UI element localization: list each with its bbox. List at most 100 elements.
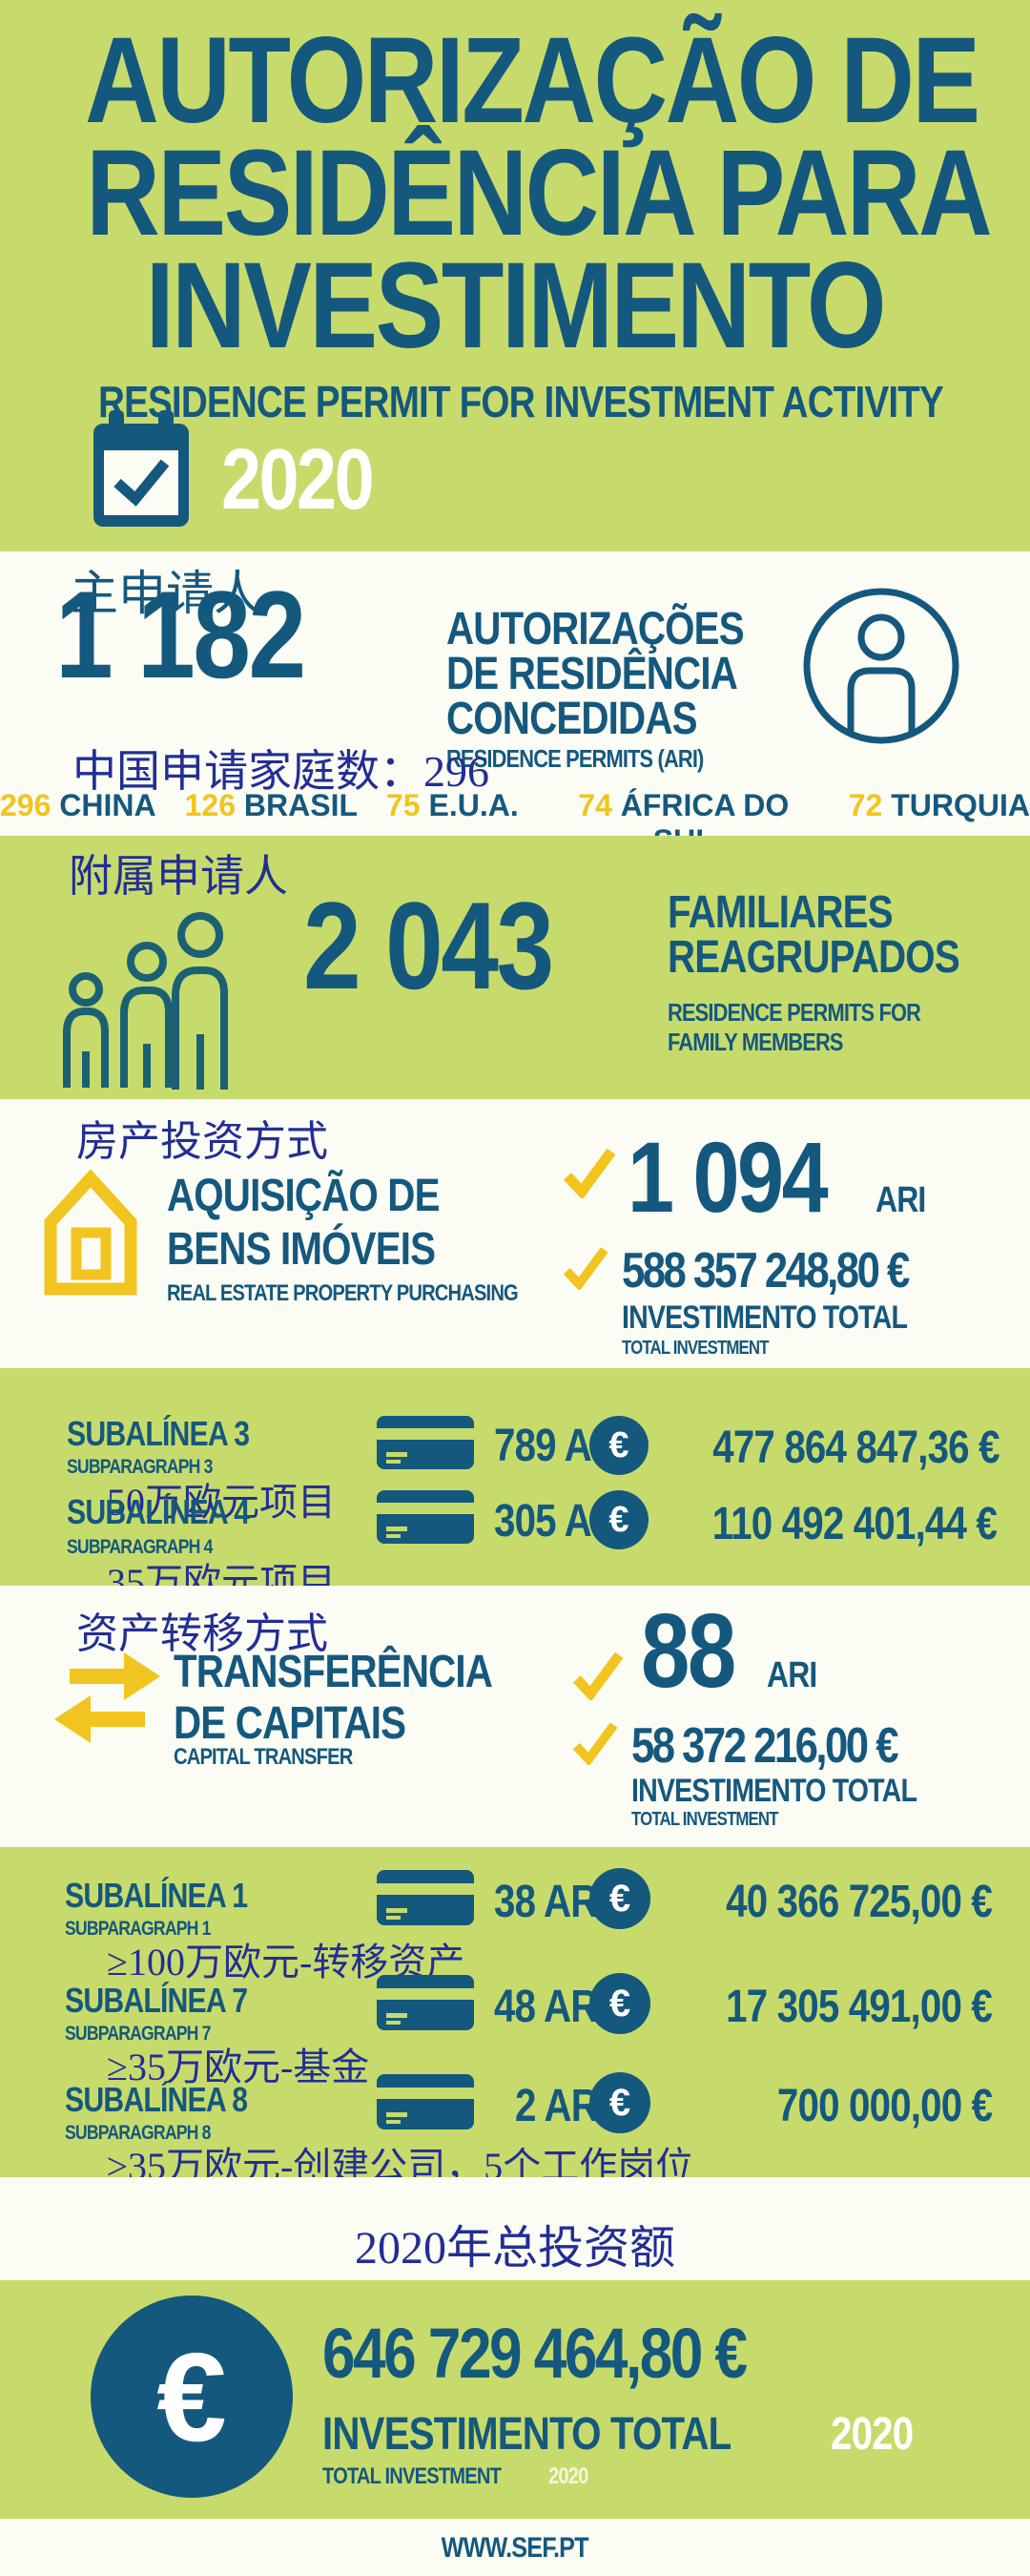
row-subname: SUBPARAGRAPH 3 (67, 1456, 213, 1478)
row-ari: 48 ARI (494, 1982, 608, 2032)
header-section: AUTORIZAÇÃO DE RESIDÊNCIA PARA INVESTIME… (0, 0, 1030, 551)
main-applicants-section: 主申请人 1 182 AUTORIZAÇÕES DE RESIDÊNCIA CO… (0, 551, 1030, 858)
capital-transfer-amount: 58 372 216,00 € (631, 1718, 898, 1774)
grand-total-label: INVESTIMENTO TOTAL 2020 (322, 2409, 915, 2460)
row-name: SUBALÍNEA 1 (65, 1876, 248, 1915)
calendar-check-icon (93, 410, 189, 527)
credit-card-icon (377, 1870, 474, 1925)
country-value: 72 (848, 788, 883, 822)
capital-transfer-rows-section: SUBALÍNEA 1 SUBPARAGRAPH 1 ≥100万欧元-转移资产 … (0, 1847, 1030, 2188)
capital-transfer-ari: 88 ARI (641, 1599, 827, 1704)
euro-coin-icon: € (91, 2296, 293, 2498)
row-subname: SUBPARAGRAPH 8 (65, 2122, 211, 2144)
title-line-3: INVESTIMENTO (145, 238, 887, 374)
country-value: 74 (578, 788, 612, 822)
main-applicants-label-zh: 主申请人 (71, 567, 261, 620)
family-subtitle: RESIDENCE PERMITS FOR FAMILY MEMBERS (668, 998, 921, 1056)
real-estate-title: AQUISIÇÃO DE BENS IMÓVEIS (167, 1171, 440, 1275)
row-subname: SUBPARAGRAPH 1 (65, 1918, 211, 1940)
real-estate-section: 房产投资方式 AQUISIÇÃO DE BENS IMÓVEIS REAL ES… (0, 1099, 1030, 1368)
real-estate-ari-value: 1 094 (628, 1122, 829, 1234)
title-line-1: AUTORIZAÇÃO DE (85, 12, 980, 149)
check-icon (572, 1719, 618, 1765)
grand-total-sublabel-year: 2020 (548, 2463, 588, 2489)
real-estate-label-zh: 房产投资方式 (76, 1118, 328, 1165)
check-icon (572, 1649, 624, 1700)
page-subtitle: RESIDENCE PERMIT FOR INVESTMENT ACTIVITY (98, 377, 944, 426)
row-amount: 40 366 725,00 € (726, 1877, 993, 1927)
row-amount: 477 864 847,36 € (712, 1423, 999, 1473)
real-estate-ari-unit: ARI (875, 1180, 926, 1220)
family-value: 2 043 (303, 876, 554, 1015)
country-value: 75 (386, 788, 421, 822)
family-group-icon (55, 889, 241, 1091)
country-item: 296 CHINA (0, 788, 156, 859)
check-icon (563, 1145, 616, 1198)
family-label-zh: 附属申请人 (69, 852, 288, 901)
country-value: 126 (184, 788, 236, 822)
row-subname: SUBPARAGRAPH 4 (67, 1536, 213, 1558)
capital-transfer-title: TRANSFERÊNCIA DE CAPITAIS (174, 1647, 493, 1749)
capital-transfer-section: 资产转移方式 TRANSFERÊNCIA DE CAPITAIS CAPITAL… (0, 1586, 1030, 1847)
china-note: 中国申请家庭数：296 (72, 747, 489, 796)
house-icon (43, 1168, 138, 1296)
euro-coin-icon: € (589, 1868, 650, 1929)
footer-website: WWW.SEF.PT (441, 2532, 589, 2564)
title-line-2: RESIDÊNCIA PARA (86, 125, 992, 261)
country-item: 75 E.U.A. (386, 788, 519, 859)
row-ari: 38 ARI (494, 1877, 608, 1927)
real-estate-subtitle: REAL ESTATE PROPERTY PURCHASING (167, 1280, 519, 1306)
person-circle-icon (803, 588, 960, 745)
main-applicants-title: AUTORIZAÇÕES DE RESIDÊNCIA CONCEDIDAS (446, 604, 745, 744)
capital-transfer-ari-unit: ARI (767, 1655, 817, 1695)
grand-total-sublabel: TOTAL INVESTMENT 2020 (322, 2463, 589, 2489)
euro-coin-icon: € (589, 1416, 649, 1475)
credit-card-icon (377, 1416, 474, 1469)
real-estate-amount: 588 357 248,80 € (622, 1243, 910, 1298)
grand-total-amount: 646 729 464,80 € (322, 2314, 748, 2393)
capital-transfer-amount-label: INVESTIMENTO TOTAL (631, 1773, 917, 1809)
euro-coin-icon: € (589, 2072, 650, 2133)
row-name: SUBALÍNEA 3 (67, 1414, 250, 1453)
real-estate-amount-label: INVESTIMENTO TOTAL (622, 1299, 908, 1336)
total-label-zh: 2020年总投资额 (354, 2223, 675, 2274)
credit-card-icon (377, 2074, 474, 2129)
check-icon (563, 1244, 608, 1290)
euro-coin-icon: € (589, 1973, 650, 2034)
row-name: SUBALÍNEA 4 (67, 1492, 250, 1531)
country-label: CHINA (59, 788, 156, 822)
real-estate-ari: 1 094 ARI (628, 1128, 935, 1228)
real-estate-amount-sublabel: TOTAL INVESTMENT (622, 1338, 769, 1359)
footer-section: WWW.SEF.PT (0, 2519, 1030, 2576)
country-value: 296 (0, 788, 52, 822)
header-year: 2020 (221, 432, 375, 528)
country-label: E.U.A. (428, 788, 519, 822)
row-amount: 110 492 401,44 € (711, 1499, 998, 1549)
row-amount: 17 305 491,00 € (726, 1982, 993, 2032)
row-note-zh: ≥35万欧元-基金 (107, 2046, 370, 2088)
capital-transfer-subtitle: CAPITAL TRANSFER (174, 1744, 353, 1770)
row-amount: 700 000,00 € (776, 2081, 993, 2131)
family-title: FAMILIARES REAGRUPADOS (668, 887, 960, 983)
credit-card-icon (377, 1975, 474, 2030)
row-name: SUBALÍNEA 8 (65, 2080, 248, 2119)
country-label: BRASIL (243, 788, 358, 822)
capital-transfer-label-zh: 资产转移方式 (76, 1610, 328, 1657)
real-estate-rows-section: SUBALÍNEA 3 SUBPARAGRAPH 3 50万欧元项目 789 A… (0, 1368, 1030, 1604)
capital-transfer-ari-value: 88 (641, 1592, 736, 1710)
country-item: 72 TURQUIA (849, 788, 1030, 859)
capital-transfer-amount-sublabel: TOTAL INVESTMENT (631, 1809, 778, 1830)
euro-coin-icon: € (589, 1490, 649, 1549)
main-applicants-subtitle: RESIDENCE PERMITS (ARI) (446, 744, 704, 773)
grand-total-label-year: 2020 (831, 2409, 914, 2460)
grand-total-section: € 646 729 464,80 € INVESTIMENTO TOTAL 20… (0, 2280, 1030, 2519)
country-label: TURQUIA (891, 788, 1030, 822)
row-note-zh: 50万欧元项目 (107, 1481, 336, 1524)
credit-card-icon (377, 1490, 474, 1544)
row-name: SUBALÍNEA 7 (65, 1981, 248, 2020)
page-title: AUTORIZAÇÃO DE RESIDÊNCIA PARA INVESTIME… (0, 12, 1030, 374)
row-subname: SUBPARAGRAPH 7 (65, 2023, 211, 2045)
total-label-section: 2020年总投资额 (0, 2177, 1030, 2280)
main-applicants-value: 1 182 (55, 565, 306, 704)
